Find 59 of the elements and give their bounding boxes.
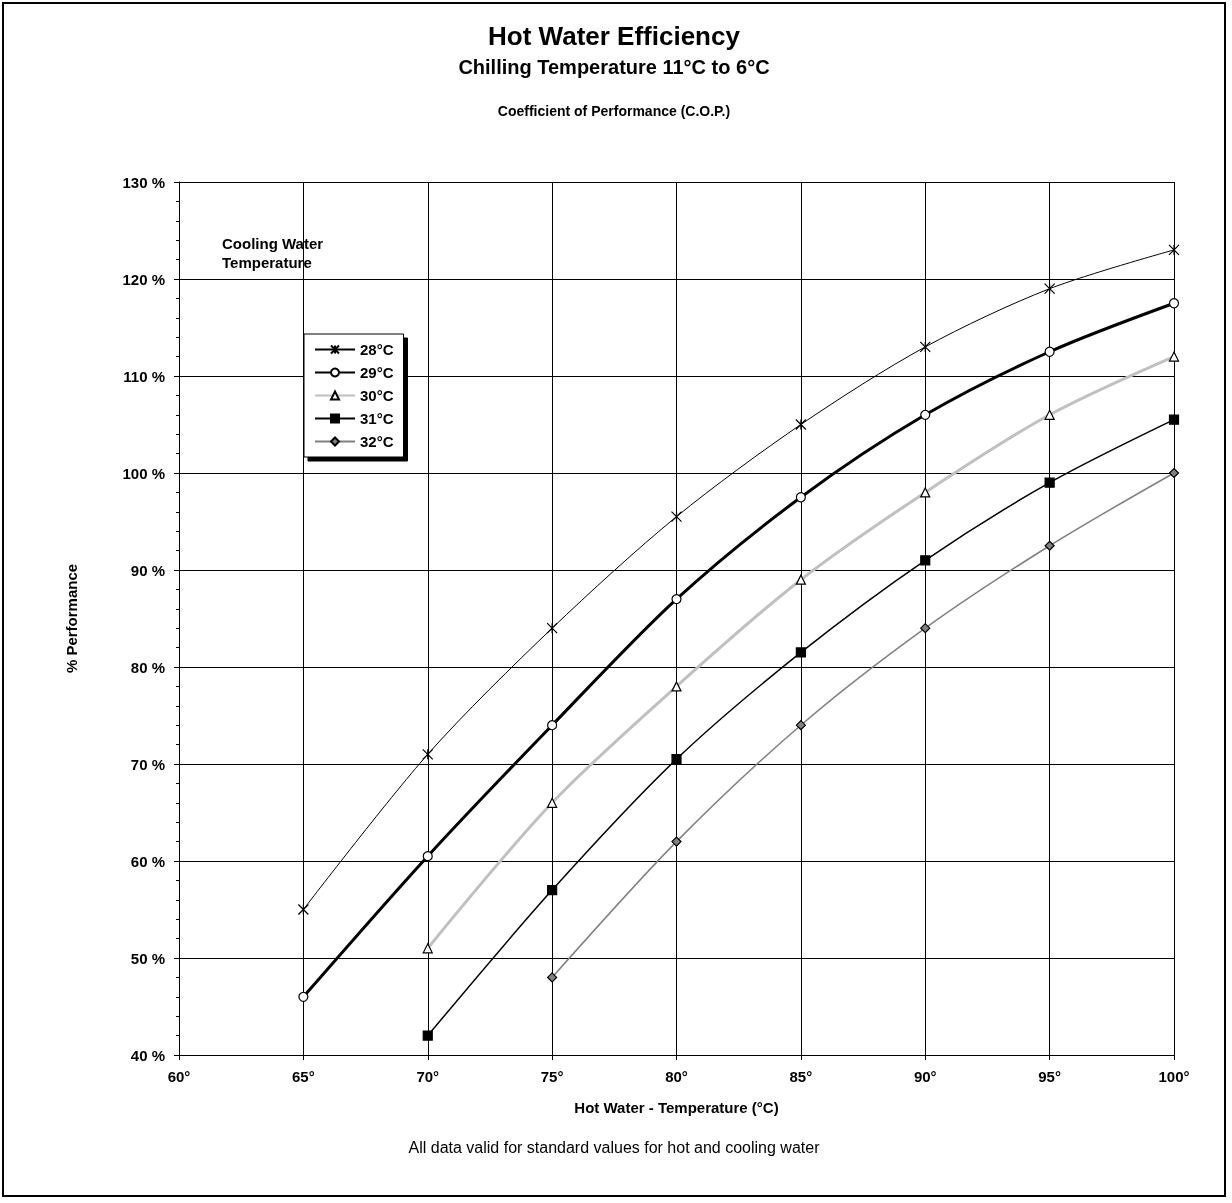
x-tick-label: 80°	[665, 1068, 688, 1085]
point	[547, 885, 558, 896]
point	[795, 720, 806, 731]
text: All data valid for standard values for hot and cooling water	[408, 1138, 821, 1156]
y-tick-label: 100 %	[122, 464, 165, 482]
point	[1168, 414, 1180, 425]
text: Coefficient of Performance (C.O.P.)	[497, 103, 731, 119]
point	[297, 903, 309, 916]
point	[919, 341, 931, 353]
y-tick-label: 40 %	[130, 1046, 165, 1064]
legend-label: 29°C	[360, 364, 394, 381]
y-tick-label: 70 %	[130, 755, 165, 773]
point	[1044, 540, 1055, 551]
point	[298, 991, 309, 1002]
point	[920, 623, 931, 634]
point	[795, 418, 807, 431]
point	[795, 647, 806, 658]
y-tick-label: 130 %	[122, 173, 165, 191]
point	[547, 720, 558, 731]
point	[422, 851, 433, 862]
legend-label: 32°C	[360, 433, 394, 450]
legend-label: 31°C	[360, 410, 394, 427]
y-tick-label: 90 %	[130, 561, 165, 579]
point	[671, 836, 682, 847]
y-axis-title: % Performance	[63, 563, 80, 674]
point	[795, 492, 806, 503]
y-tick-label: 50 %	[130, 949, 165, 967]
point	[547, 972, 558, 983]
chart-subtitle: Chilling Temperature 11°C to 6°C	[458, 56, 770, 78]
point	[546, 622, 558, 634]
x-tick-label: 85°	[789, 1068, 813, 1085]
x-tick-label: 90°	[913, 1068, 937, 1085]
x-tick-label: 95°	[1038, 1068, 1061, 1085]
legend-label: 28°C	[360, 341, 394, 358]
y-tick-label: 120 %	[122, 270, 165, 288]
x-tick-label: 65°	[292, 1068, 315, 1085]
y-tick-label: 80 %	[130, 658, 165, 676]
point	[920, 409, 931, 420]
chart-title: Hot Water Efficiency	[488, 21, 741, 51]
y-tick-label: 60 %	[130, 852, 165, 870]
point	[920, 555, 931, 566]
x-tick-label: 75°	[540, 1068, 564, 1085]
point	[671, 754, 682, 765]
point	[1044, 477, 1055, 488]
point	[1168, 298, 1180, 309]
point	[422, 1030, 433, 1041]
x-tick-label: 70°	[416, 1068, 440, 1085]
point	[1044, 346, 1055, 357]
point	[1168, 244, 1180, 256]
x-axis-title: Hot Water - Temperature (°C)	[574, 1099, 779, 1116]
point	[671, 594, 682, 605]
x-tick-label: 60°	[167, 1068, 191, 1085]
point	[670, 511, 683, 523]
point	[1168, 467, 1180, 479]
x-tick-label: 100°	[1158, 1068, 1190, 1085]
point	[422, 748, 434, 760]
legend-label: 30°C	[360, 387, 394, 404]
point	[1044, 283, 1056, 295]
y-tick-label: 110 %	[123, 367, 165, 385]
